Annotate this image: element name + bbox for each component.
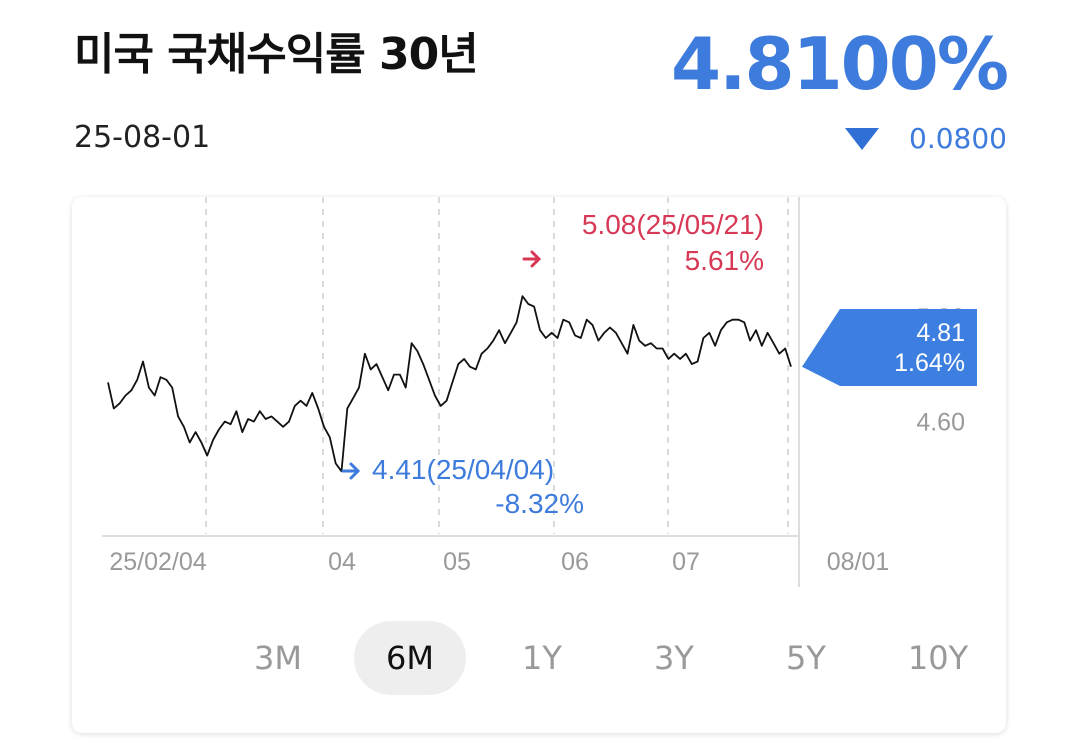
current-value-pct: 1.64%	[894, 349, 965, 377]
high-arrow-icon	[522, 250, 542, 268]
tab-3y[interactable]: 3Y	[654, 639, 694, 677]
tab-3m[interactable]: 3M	[254, 639, 302, 677]
x-tick-label: 05	[443, 548, 471, 576]
high-annotation-pct: 5.61%	[685, 245, 764, 276]
tab-5y[interactable]: 5Y	[786, 639, 826, 677]
tab-6m[interactable]: 6M	[354, 621, 466, 695]
current-value-label: 4.81	[916, 319, 965, 347]
x-tick-label: 06	[561, 548, 589, 576]
x-tick-label: 07	[672, 548, 700, 576]
chart-card: 25/02/040405060708/015.004.605.08(25/05/…	[72, 197, 1006, 733]
low-arrow-icon	[341, 462, 361, 480]
tab-10y[interactable]: 10Y	[907, 639, 969, 677]
price-change-value: 0.0800	[909, 122, 1007, 155]
period-tabs: 3M 6M 1Y 3Y 5Y 10Y	[212, 621, 1007, 695]
x-tick-label: 08/01	[827, 548, 890, 576]
price-change: 0.0800	[845, 122, 1007, 155]
series-line	[107, 295, 792, 473]
low-annotation-label: 4.41(25/04/04)	[372, 454, 554, 485]
low-annotation-pct: -8.32%	[495, 488, 584, 519]
down-triangle-icon	[845, 127, 880, 150]
quote-date: 25-08-01	[74, 120, 211, 155]
yield-line-chart[interactable]: 25/02/040405060708/015.004.605.08(25/05/…	[72, 197, 1006, 617]
current-value-marker	[802, 309, 977, 386]
y-tick-label: 4.60	[916, 409, 965, 437]
x-tick-label: 04	[328, 548, 356, 576]
high-annotation-label: 5.08(25/05/21)	[582, 209, 764, 240]
tab-1y[interactable]: 1Y	[522, 639, 562, 677]
x-tick-label: 25/02/04	[109, 548, 206, 576]
current-price: 4.8100%	[671, 22, 1009, 106]
page-title: 미국 국채수익률 30년	[74, 29, 479, 80]
